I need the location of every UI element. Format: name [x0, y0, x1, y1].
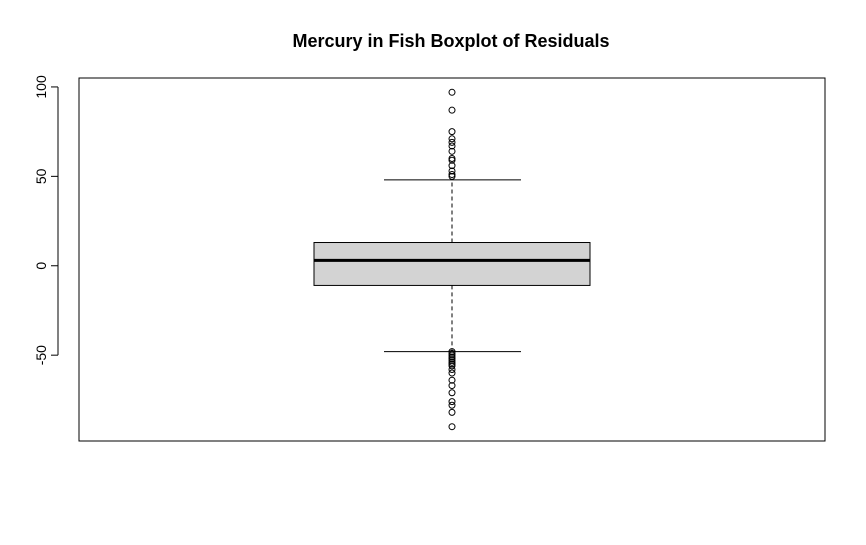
boxplot [313, 179, 591, 353]
y-axis: -50 0 50 100 [33, 75, 59, 365]
outlier-point [448, 156, 456, 164]
outlier-point [448, 376, 456, 384]
outlier-point [448, 382, 456, 390]
y-tick-label: -50 [33, 345, 49, 365]
outlier-point [448, 88, 456, 96]
y-tick-label: 50 [33, 168, 49, 184]
interquartile-box [313, 242, 591, 286]
chart-title: Mercury in Fish Boxplot of Residuals [292, 31, 609, 51]
outlier-point [448, 142, 456, 150]
outlier-point [448, 147, 456, 155]
outlier-point [448, 398, 456, 406]
outlier-point [448, 167, 456, 175]
outlier-point [448, 128, 456, 136]
outlier-points [448, 88, 456, 431]
outlier-point [448, 408, 456, 416]
outlier-point [448, 172, 456, 180]
outlier-point [448, 369, 456, 377]
y-tick-label: 100 [33, 75, 49, 99]
outlier-point [448, 362, 456, 370]
outlier-point [448, 138, 456, 146]
outlier-point [448, 135, 456, 143]
outlier-point [448, 365, 456, 373]
outlier-point [448, 389, 456, 397]
outlier-point [448, 423, 456, 431]
plot-frame [78, 77, 826, 442]
outlier-point [448, 106, 456, 114]
outlier-point [448, 401, 456, 409]
y-tick-label: 0 [33, 262, 49, 270]
outlier-point [448, 162, 456, 170]
